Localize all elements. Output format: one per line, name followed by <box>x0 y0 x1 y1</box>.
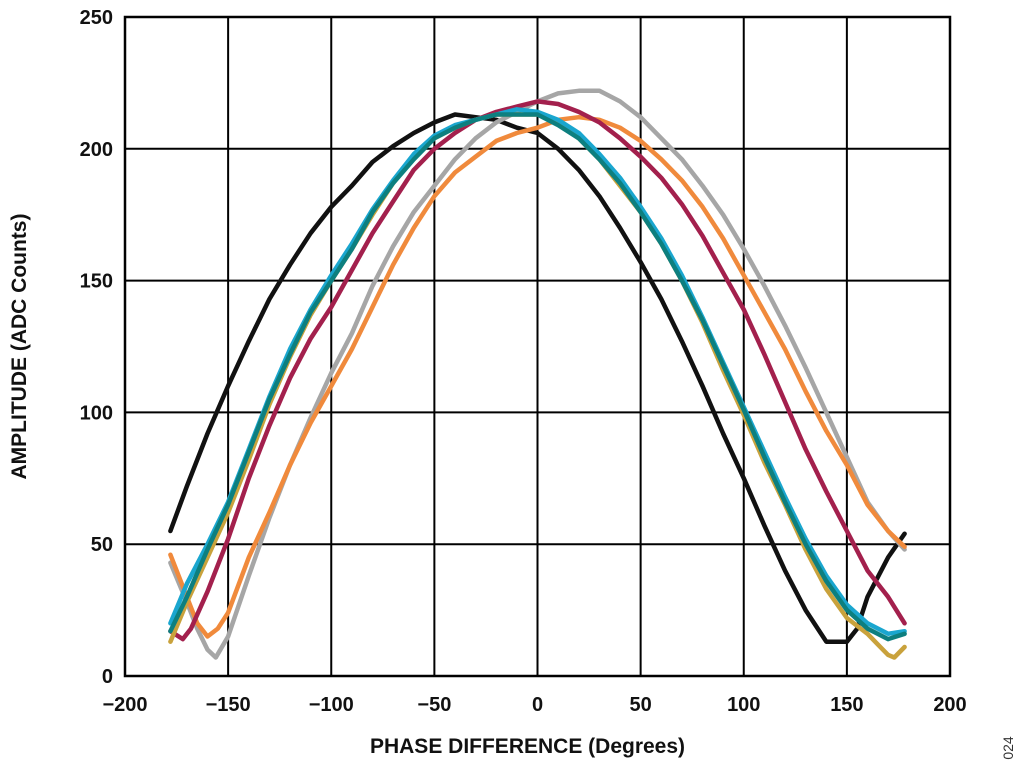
y-tick-label: 0 <box>102 666 113 688</box>
plot-frame <box>123 15 952 678</box>
series-line-maroon <box>168 99 907 642</box>
y-tick-label: 200 <box>80 139 113 161</box>
y-axis-title: AMPLITUDE (ADC Counts) <box>8 214 31 480</box>
x-tick-label: −100 <box>309 694 354 716</box>
series-line-black <box>168 112 907 644</box>
x-tick-label: −50 <box>417 694 451 716</box>
y-tick-label: 50 <box>91 534 113 556</box>
x-tick-label: 200 <box>933 694 966 716</box>
series-line-orange <box>168 114 907 639</box>
x-tick-label: 150 <box>830 694 863 716</box>
y-tick-label: 250 <box>80 7 113 29</box>
x-tick-label: 100 <box>727 694 760 716</box>
x-axis-title: PHASE DIFFERENCE (Degrees) <box>370 735 685 758</box>
series-line-gray <box>168 88 907 660</box>
x-tick-label: −200 <box>102 694 147 716</box>
x-tick-label: 0 <box>532 694 543 716</box>
y-tick-label: 100 <box>80 402 113 424</box>
series-line-teal <box>168 112 907 642</box>
y-tick-label: 150 <box>80 271 113 293</box>
figure-id: 024 <box>1000 736 1016 760</box>
y-axis-tick-labels: 0 50 100 150 200 250 <box>80 7 113 688</box>
x-tick-label: −150 <box>206 694 251 716</box>
x-axis-tick-labels: −200 −150 −100 −50 0 50 100 150 200 <box>102 694 966 716</box>
series-lines <box>168 88 907 660</box>
x-tick-label: 50 <box>630 694 652 716</box>
